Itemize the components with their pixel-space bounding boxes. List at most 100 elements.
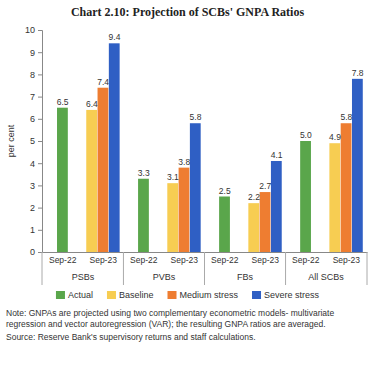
legend-item: Severe stress: [252, 290, 320, 300]
legend-item: Actual: [56, 290, 93, 300]
x-tick-label: Sep-22: [130, 255, 158, 265]
group-divider: [204, 252, 205, 285]
bar: [248, 203, 259, 252]
y-tick-label: 5: [30, 136, 35, 146]
bar: [190, 123, 201, 252]
y-tick-label: 8: [30, 70, 35, 80]
y-tick-mark: [38, 30, 42, 31]
x-tick: Sep-23: [252, 252, 280, 265]
x-tick: Sep-23: [89, 252, 117, 265]
y-tick-mark: [38, 252, 42, 253]
legend-label: Severe stress: [264, 290, 320, 300]
y-tick: 2: [30, 203, 42, 213]
data-label: 6.5: [57, 97, 69, 107]
bar: [167, 183, 178, 252]
y-tick-label: 3: [30, 181, 35, 191]
data-label: 4.1: [271, 150, 283, 160]
x-tick-label: Sep-23: [89, 255, 117, 265]
bar: [341, 123, 352, 252]
legend-swatch: [252, 291, 261, 299]
legend-swatch: [56, 291, 65, 299]
data-label: 5.8: [190, 112, 202, 122]
bar: [271, 161, 282, 252]
bar: [352, 79, 363, 252]
source-text: Source: Reserve Bank's supervisory retur…: [6, 332, 256, 342]
data-label: 9.4: [109, 32, 121, 42]
data-label: 2.5: [219, 186, 231, 196]
x-tick-label: Sep-22: [292, 255, 320, 265]
y-tick: 7: [30, 92, 42, 102]
group-label: PSBs: [72, 272, 95, 282]
x-tick: Sep-22: [49, 252, 77, 265]
data-label: 4.9: [329, 132, 341, 142]
legend-item: Baseline: [107, 290, 154, 300]
legend-label: Actual: [68, 290, 93, 300]
bar: [138, 179, 149, 252]
data-label: 3.3: [138, 168, 150, 178]
x-tick-label: Sep-22: [211, 255, 239, 265]
data-label: 3.1: [167, 172, 179, 182]
bar: [98, 88, 109, 252]
x-tick-label: Sep-23: [252, 255, 280, 265]
x-tick-label: Sep-23: [171, 255, 199, 265]
title: Chart 2.10: Projection of SCBs' GNPA Rat…: [71, 5, 305, 19]
y-tick: 3: [30, 181, 42, 191]
y-tick: 4: [30, 159, 42, 169]
y-tick-label: 6: [30, 114, 35, 124]
data-label: 7.8: [352, 68, 364, 78]
group-divider: [42, 252, 43, 285]
bar: [219, 197, 230, 253]
y-tick: 8: [30, 70, 42, 80]
bars: [57, 43, 363, 252]
y-tick: 10: [25, 25, 42, 35]
y-tick-mark: [38, 119, 42, 120]
group-label: FBs: [237, 272, 254, 282]
data-label: 7.4: [97, 77, 109, 87]
group-divider: [123, 252, 124, 285]
y-tick: 9: [30, 48, 42, 58]
bar: [260, 192, 271, 252]
bar: [86, 110, 97, 252]
group-label: PVBs: [153, 272, 176, 282]
data-label: 2.7: [259, 181, 271, 191]
data-label: 6.4: [86, 99, 98, 109]
group-label: All SCBs: [308, 272, 344, 282]
y-axis: 0 1 2 3 4 5 6 7 8 9 10: [25, 25, 43, 257]
y-axis-line: [38, 31, 43, 253]
bar: [109, 43, 120, 252]
data-label: 2.2: [248, 192, 260, 202]
y-tick: 6: [30, 114, 42, 124]
legend-swatch: [168, 291, 177, 299]
note-text: Note: GNPAs are projected using two comp…: [6, 308, 334, 329]
data-label: 5.0: [300, 130, 312, 140]
y-tick: 5: [30, 136, 42, 146]
y-tick-label: 1: [30, 225, 35, 235]
group-divider: [285, 252, 286, 285]
y-tick-mark: [38, 74, 42, 75]
legend-label: Baseline: [119, 290, 154, 300]
legend-item: Medium stress: [168, 290, 239, 300]
bar: [300, 141, 311, 252]
x-tick: Sep-22: [211, 252, 239, 265]
y-tick-label: 2: [30, 203, 35, 213]
data-label: 5.8: [340, 112, 352, 122]
x-tick-label: Sep-22: [49, 255, 77, 265]
y-tick-mark: [38, 163, 42, 164]
legend-label: Medium stress: [180, 290, 239, 300]
bar: [57, 108, 68, 252]
chart: Chart 2.10: Projection of SCBs' GNPA Rat…: [0, 0, 375, 365]
x-tick: Sep-23: [333, 252, 361, 265]
bar: [179, 168, 190, 252]
y-tick: 0: [30, 247, 42, 257]
y-tick-label: 9: [30, 48, 35, 58]
y-tick-label: 0: [30, 247, 35, 257]
y-tick-label: 7: [30, 92, 35, 102]
y-tick-label: 10: [25, 25, 35, 35]
y-tick-label: 4: [30, 159, 35, 169]
legend-swatch: [107, 291, 116, 299]
y-tick-mark: [38, 230, 42, 231]
y-tick-mark: [38, 52, 42, 53]
x-tick: Sep-23: [171, 252, 199, 265]
legend: Actual Baseline Medium stress Severe stress: [56, 290, 320, 300]
y-tick: 1: [30, 225, 42, 235]
